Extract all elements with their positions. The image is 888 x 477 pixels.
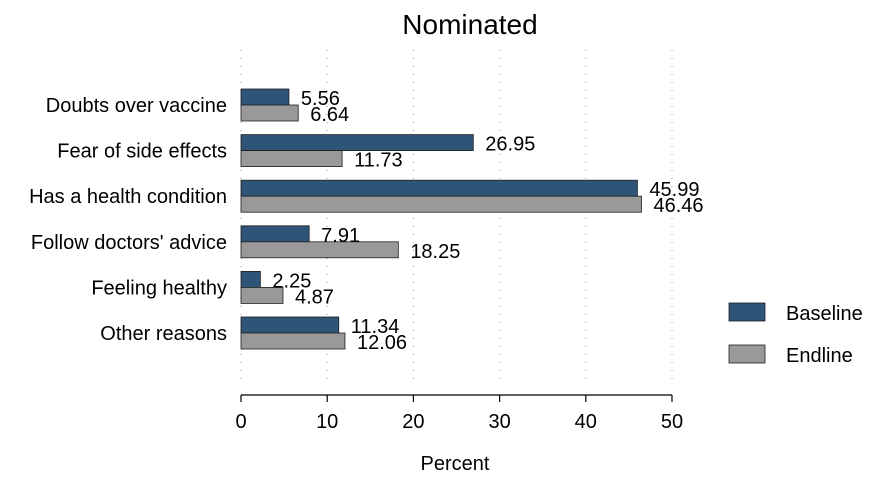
category-label-5: Other reasons	[100, 323, 227, 345]
value-label-baseline-5: 11.34	[351, 316, 400, 338]
bar-baseline-1	[240, 134, 474, 152]
value-label-endline-5: 12.06	[357, 332, 407, 354]
x-axis-title: Percent	[421, 453, 490, 475]
bar-baseline-3	[240, 225, 310, 243]
bar-endline-5	[240, 332, 346, 350]
value-label-baseline-4: 2.25	[272, 270, 311, 292]
category-labels: Doubts over vaccine Fear of side effects H…	[29, 95, 227, 345]
category-label-1: Fear of side effects	[57, 141, 227, 163]
value-label-endline-4: 4.87	[295, 286, 334, 308]
x-tick-label-5: 50	[661, 411, 683, 433]
bar-baseline-0	[240, 88, 290, 106]
bar-endline-0	[240, 104, 299, 122]
x-axis: 0 10 20 30 40 50	[235, 394, 683, 433]
bars	[240, 88, 642, 350]
x-tick-label-0: 0	[235, 411, 246, 433]
legend-label-baseline: Baseline	[786, 303, 863, 325]
bar-baseline-2	[240, 179, 638, 197]
legend-label-endline: Endline	[786, 345, 853, 367]
legend-swatch-endline	[728, 344, 766, 364]
chart-title: Nominated	[402, 9, 537, 40]
value-label-baseline-2: 45.99	[649, 179, 699, 201]
category-label-0: Doubts over vaccine	[46, 95, 227, 117]
x-tick-label-1: 10	[316, 411, 338, 433]
value-label-baseline-0: 5.56	[301, 88, 340, 110]
x-tick-label-3: 30	[488, 411, 510, 433]
category-label-4: Feeling healthy	[91, 277, 227, 299]
value-label-baseline-3: 7.91	[321, 225, 360, 247]
bar-endline-4	[240, 286, 284, 304]
value-label-baseline-1: 26.95	[485, 134, 535, 156]
x-tick-label-4: 40	[575, 411, 597, 433]
bar-endline-1	[240, 150, 343, 168]
legend-swatch-baseline	[728, 302, 766, 322]
legend: Baseline Endline	[728, 302, 863, 367]
value-label-endline-1: 11.73	[354, 150, 403, 172]
x-tick-label-2: 20	[402, 411, 424, 433]
category-label-2: Has a health condition	[29, 186, 227, 208]
bar-endline-2	[240, 195, 642, 213]
value-label-endline-2: 46.46	[653, 195, 703, 217]
bar-baseline-5	[240, 316, 340, 334]
category-label-3: Follow doctors' advice	[31, 232, 227, 254]
value-label-endline-0: 6.64	[310, 104, 349, 126]
value-label-endline-3: 18.25	[410, 241, 460, 263]
bar-endline-3	[240, 241, 399, 259]
bar-baseline-4	[240, 270, 261, 288]
